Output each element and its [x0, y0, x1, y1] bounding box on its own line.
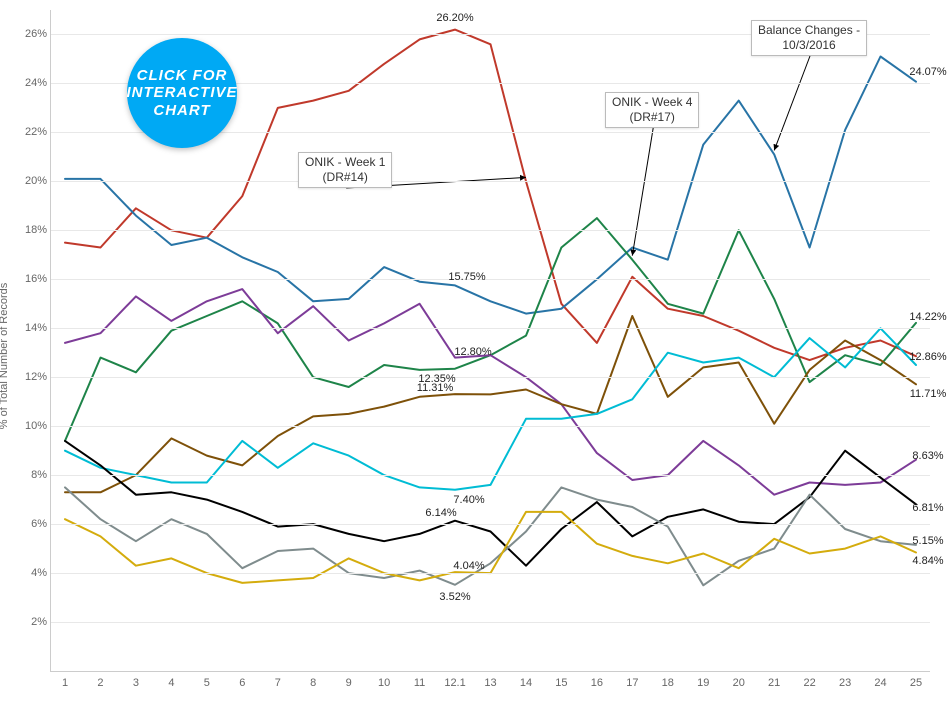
- x-tick-label: 20: [733, 671, 745, 689]
- x-tick-label: 21: [768, 671, 780, 689]
- x-tick-label: 14: [520, 671, 532, 689]
- x-tick-label: 16: [591, 671, 603, 689]
- gridline: [51, 181, 930, 182]
- gridline: [51, 426, 930, 427]
- series-line-purple: [65, 289, 916, 495]
- x-tick-label: 12.1: [444, 671, 465, 689]
- y-tick-label: 12%: [25, 371, 51, 383]
- annotation-onik-week1: ONIK - Week 1(DR#14): [298, 152, 392, 188]
- x-tick-label: 3: [133, 671, 139, 689]
- series-line-green: [65, 218, 916, 441]
- x-tick-label: 1: [62, 671, 68, 689]
- chart-container: % of Total Number of Records 2%4%6%8%10%…: [0, 0, 947, 712]
- gridline: [51, 328, 930, 329]
- y-tick-label: 22%: [25, 126, 51, 138]
- series-line-black: [65, 441, 916, 566]
- series-line-gray: [65, 487, 916, 585]
- annotation-onik-week4: ONIK - Week 4(DR#17): [605, 92, 699, 128]
- x-tick-label: 2: [97, 671, 103, 689]
- x-tick-label: 4: [168, 671, 174, 689]
- y-tick-label: 14%: [25, 322, 51, 334]
- gridline: [51, 475, 930, 476]
- y-tick-label: 16%: [25, 273, 51, 285]
- x-tick-label: 10: [378, 671, 390, 689]
- x-tick-label: 23: [839, 671, 851, 689]
- y-tick-label: 2%: [31, 616, 51, 628]
- x-tick-label: 6: [239, 671, 245, 689]
- annotation-line: Balance Changes -: [758, 23, 860, 38]
- y-tick-label: 18%: [25, 224, 51, 236]
- x-tick-label: 18: [662, 671, 674, 689]
- gridline: [51, 622, 930, 623]
- annotation-line: 10/3/2016: [758, 38, 860, 53]
- y-tick-label: 20%: [25, 175, 51, 187]
- gridline: [51, 279, 930, 280]
- y-tick-label: 24%: [25, 77, 51, 89]
- data-label: 15.75%: [448, 271, 485, 283]
- gridline: [51, 524, 930, 525]
- x-tick-label: 15: [555, 671, 567, 689]
- y-tick-label: 8%: [31, 469, 51, 481]
- data-label: 5.15%: [912, 535, 943, 547]
- badge-line: CHART: [127, 102, 238, 119]
- gridline: [51, 230, 930, 231]
- gridline: [51, 377, 930, 378]
- data-label: 7.40%: [453, 494, 484, 506]
- data-label: 4.84%: [912, 555, 943, 567]
- data-label: 12.86%: [909, 351, 946, 363]
- data-label: 14.22%: [909, 311, 946, 323]
- y-axis-label: % of Total Number of Records: [0, 283, 10, 430]
- annotation-balance-changes: Balance Changes -10/3/2016: [751, 20, 867, 56]
- x-tick-label: 8: [310, 671, 316, 689]
- data-label: 26.20%: [436, 12, 473, 24]
- data-label: 6.81%: [912, 502, 943, 514]
- gridline: [51, 573, 930, 574]
- x-tick-label: 13: [484, 671, 496, 689]
- x-tick-label: 9: [346, 671, 352, 689]
- data-label: 8.63%: [912, 450, 943, 462]
- y-tick-label: 6%: [31, 518, 51, 530]
- x-tick-label: 11: [414, 671, 425, 689]
- badge-line: INTERACTIVE: [127, 84, 238, 101]
- series-line-brown: [65, 316, 916, 492]
- annotation-line: ONIK - Week 1: [305, 155, 385, 170]
- badge-line: CLICK FOR: [127, 67, 238, 84]
- x-tick-label: 7: [275, 671, 281, 689]
- data-label: 12.80%: [454, 346, 491, 358]
- data-label: 4.04%: [453, 560, 484, 572]
- x-tick-label: 22: [804, 671, 816, 689]
- x-tick-label: 5: [204, 671, 210, 689]
- y-tick-label: 26%: [25, 28, 51, 40]
- x-tick-label: 25: [910, 671, 922, 689]
- x-tick-label: 17: [626, 671, 638, 689]
- y-tick-label: 4%: [31, 567, 51, 579]
- data-label: 11.31%: [417, 382, 454, 394]
- annotation-line: (DR#14): [305, 170, 385, 185]
- plot-area: 2%4%6%8%10%12%14%16%18%20%22%24%26%12345…: [50, 10, 930, 672]
- x-tick-label: 19: [697, 671, 709, 689]
- data-label: 6.14%: [425, 507, 456, 519]
- data-label: 11.71%: [910, 388, 947, 400]
- data-label: 3.52%: [439, 591, 470, 603]
- y-tick-label: 10%: [25, 420, 51, 432]
- interactive-chart-badge[interactable]: CLICK FORINTERACTIVECHART: [127, 38, 237, 148]
- annotation-line: (DR#17): [612, 110, 692, 125]
- x-tick-label: 24: [874, 671, 886, 689]
- data-label: 24.07%: [909, 66, 946, 78]
- annotation-line: ONIK - Week 4: [612, 95, 692, 110]
